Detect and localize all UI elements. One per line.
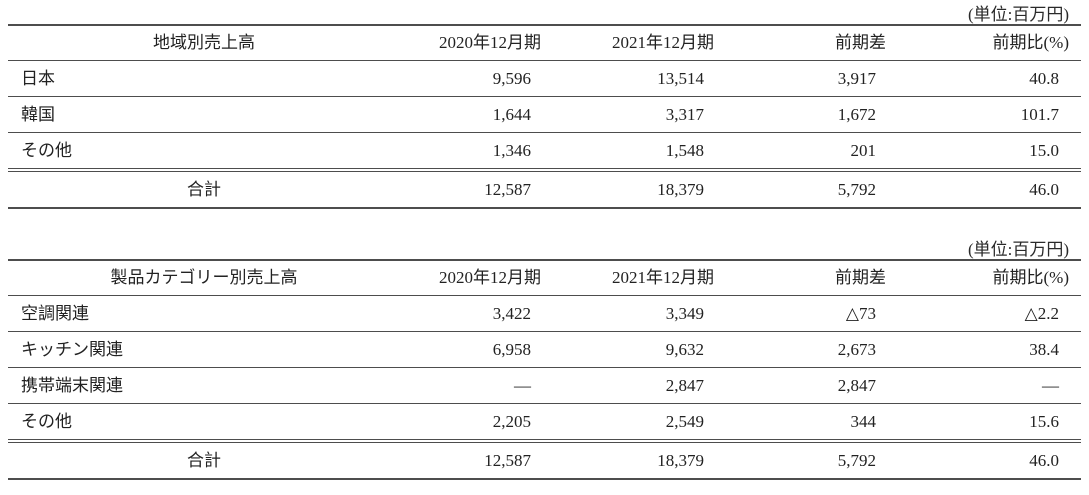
header-row: 地域別売上高 2020年12月期 2021年12月期 前期差 前期比(%) bbox=[8, 24, 1081, 61]
cell-2021: 2,549 bbox=[553, 403, 726, 442]
row-label: その他 bbox=[8, 132, 400, 171]
table-row-japan: 日本 9,596 13,514 3,917 40.8 bbox=[8, 60, 1081, 97]
column-header-2021: 2021年12月期 bbox=[553, 259, 726, 296]
table-row-mobile: 携帯端末関連 — 2,847 2,847 — bbox=[8, 367, 1081, 404]
cell-2020: 12,587 bbox=[400, 439, 553, 480]
cell-diff: △73 bbox=[726, 295, 898, 332]
row-label: その他 bbox=[8, 403, 400, 442]
row-label: 韓国 bbox=[8, 96, 400, 133]
unit-label: (単位:百万円) bbox=[967, 240, 1069, 259]
cell-ratio: 38.4 bbox=[898, 331, 1081, 368]
cell-diff: 344 bbox=[726, 403, 898, 442]
column-header-2021: 2021年12月期 bbox=[553, 24, 726, 61]
table-row-korea: 韓国 1,644 3,317 1,672 101.7 bbox=[8, 96, 1081, 133]
cell-2021: 3,317 bbox=[553, 96, 726, 133]
cell-diff: 1,672 bbox=[726, 96, 898, 133]
table-head: 製品カテゴリー別売上高 2020年12月期 2021年12月期 前期差 前期比(… bbox=[8, 259, 1081, 296]
unit-label: (単位:百万円) bbox=[967, 5, 1069, 24]
cell-ratio: 46.0 bbox=[898, 439, 1081, 480]
column-header-2020: 2020年12月期 bbox=[400, 24, 553, 61]
cell-2020: — bbox=[400, 367, 553, 404]
header-row: 製品カテゴリー別売上高 2020年12月期 2021年12月期 前期差 前期比(… bbox=[8, 259, 1081, 296]
cell-2021: 18,379 bbox=[553, 439, 726, 480]
table-head: 地域別売上高 2020年12月期 2021年12月期 前期差 前期比(%) bbox=[8, 24, 1081, 61]
cell-2020: 6,958 bbox=[400, 331, 553, 368]
column-header-title: 製品カテゴリー別売上高 bbox=[8, 259, 400, 296]
total-label: 合計 bbox=[8, 439, 400, 480]
column-header-ratio: 前期比(%) bbox=[898, 24, 1081, 61]
region-sales-section: (単位:百万円) 地域別売上高 2020年12月期 2021年12月期 前期差 … bbox=[8, 0, 1081, 209]
product-category-sales-section: (単位:百万円) 製品カテゴリー別売上高 2020年12月期 2021年12月期… bbox=[8, 235, 1081, 480]
cell-ratio: 15.6 bbox=[898, 403, 1081, 442]
region-sales-table: 地域別売上高 2020年12月期 2021年12月期 前期差 前期比(%) 日本… bbox=[8, 24, 1081, 209]
column-header-diff: 前期差 bbox=[726, 24, 898, 61]
cell-2021: 18,379 bbox=[553, 168, 726, 209]
table-row-other: その他 1,346 1,548 201 15.0 bbox=[8, 132, 1081, 171]
cell-2021: 1,548 bbox=[553, 132, 726, 171]
cell-2020: 1,346 bbox=[400, 132, 553, 171]
cell-diff: 2,673 bbox=[726, 331, 898, 368]
table-row-kitchen: キッチン関連 6,958 9,632 2,673 38.4 bbox=[8, 331, 1081, 368]
cell-2021: 9,632 bbox=[553, 331, 726, 368]
cell-diff: 3,917 bbox=[726, 60, 898, 97]
column-header-ratio: 前期比(%) bbox=[898, 259, 1081, 296]
cell-2020: 3,422 bbox=[400, 295, 553, 332]
row-label: 空調関連 bbox=[8, 295, 400, 332]
cell-ratio: 101.7 bbox=[898, 96, 1081, 133]
row-label: 携帯端末関連 bbox=[8, 367, 400, 404]
cell-2020: 12,587 bbox=[400, 168, 553, 209]
cell-diff: 2,847 bbox=[726, 367, 898, 404]
column-header-2020: 2020年12月期 bbox=[400, 259, 553, 296]
total-row: 合計 12,587 18,379 5,792 46.0 bbox=[8, 168, 1081, 209]
cell-ratio: 40.8 bbox=[898, 60, 1081, 97]
cell-diff: 201 bbox=[726, 132, 898, 171]
cell-2021: 2,847 bbox=[553, 367, 726, 404]
column-header-diff: 前期差 bbox=[726, 259, 898, 296]
cell-2021: 13,514 bbox=[553, 60, 726, 97]
cell-ratio: — bbox=[898, 367, 1081, 404]
table-row-aircon: 空調関連 3,422 3,349 △73 △2.2 bbox=[8, 295, 1081, 332]
cell-diff: 5,792 bbox=[726, 439, 898, 480]
cell-2020: 2,205 bbox=[400, 403, 553, 442]
row-label: 日本 bbox=[8, 60, 400, 97]
total-row: 合計 12,587 18,379 5,792 46.0 bbox=[8, 439, 1081, 480]
table-body: 空調関連 3,422 3,349 △73 △2.2 キッチン関連 6,958 9… bbox=[8, 295, 1081, 480]
table-row-other: その他 2,205 2,549 344 15.6 bbox=[8, 403, 1081, 442]
cell-ratio: 15.0 bbox=[898, 132, 1081, 171]
cell-2021: 3,349 bbox=[553, 295, 726, 332]
product-category-sales-table: 製品カテゴリー別売上高 2020年12月期 2021年12月期 前期差 前期比(… bbox=[8, 259, 1081, 480]
cell-2020: 9,596 bbox=[400, 60, 553, 97]
cell-diff: 5,792 bbox=[726, 168, 898, 209]
total-label: 合計 bbox=[8, 168, 400, 209]
cell-ratio: △2.2 bbox=[898, 295, 1081, 332]
cell-2020: 1,644 bbox=[400, 96, 553, 133]
cell-ratio: 46.0 bbox=[898, 168, 1081, 209]
table-body: 日本 9,596 13,514 3,917 40.8 韓国 1,644 3,31… bbox=[8, 60, 1081, 209]
row-label: キッチン関連 bbox=[8, 331, 400, 368]
document-page: (単位:百万円) 地域別売上高 2020年12月期 2021年12月期 前期差 … bbox=[8, 0, 1081, 480]
column-header-title: 地域別売上高 bbox=[8, 24, 400, 61]
